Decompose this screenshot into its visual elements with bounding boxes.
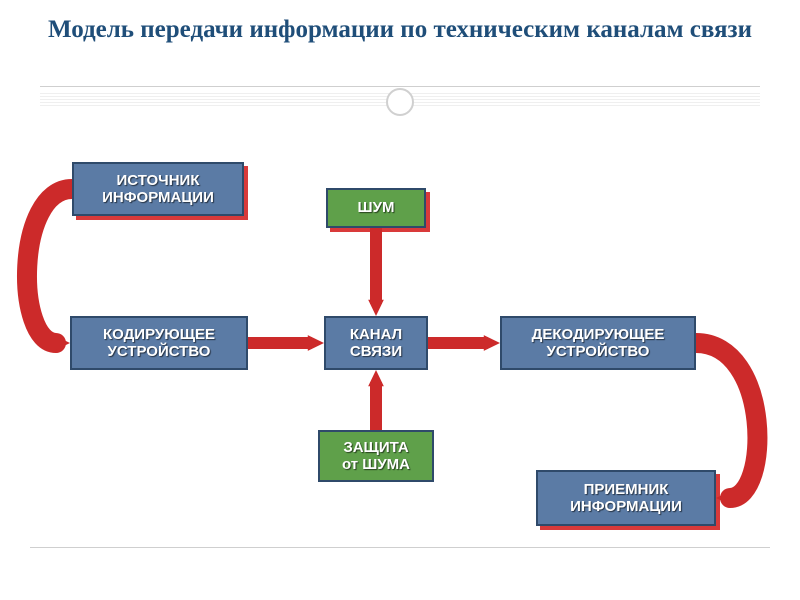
node-encoder: КОДИРУЮЩЕЕУСТРОЙСТВО <box>70 316 248 370</box>
rule-line-top <box>40 86 760 87</box>
node-decoder: ДЕКОДИРУЮЩЕЕУСТРОЙСТВО <box>500 316 696 370</box>
ornament-circle-icon <box>386 88 414 116</box>
node-channel: КАНАЛСВЯЗИ <box>324 316 428 370</box>
node-source: ИСТОЧНИКИНФОРМАЦИИ <box>72 162 244 216</box>
node-protect: ЗАЩИТАот ШУМА <box>318 430 434 482</box>
rule-line-bottom <box>30 547 770 548</box>
node-noise: ШУМ <box>326 188 426 228</box>
title-area: Модель передачи информации по технически… <box>0 0 800 45</box>
page-title: Модель передачи информации по технически… <box>0 14 800 45</box>
node-receiver: ПРИЕМНИКИНФОРМАЦИИ <box>536 470 716 526</box>
